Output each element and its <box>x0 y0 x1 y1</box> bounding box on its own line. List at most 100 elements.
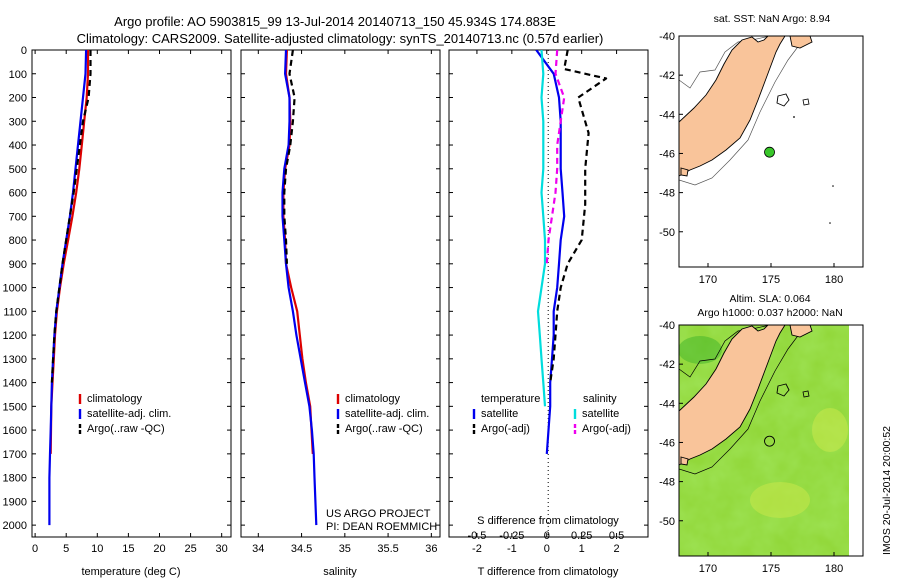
legend-label: climatology <box>87 393 143 405</box>
x-tick-label: 34 <box>252 543 264 555</box>
salinity-legend: climatology satellite-adj. clim. Argo(..ra… <box>336 393 429 435</box>
x-tick-label: 20 <box>153 543 165 555</box>
legend-label: Argo(..raw -QC) <box>87 423 165 435</box>
series-line <box>536 50 547 407</box>
depth-axis: 0 100 200 300 400 500 600 700 800 900 1000 1100 1200… <box>3 45 648 532</box>
y-tick-label: 2000 <box>3 520 27 532</box>
map-y-tick-label: -44 <box>659 109 675 121</box>
sla-high-anomaly <box>750 482 810 518</box>
x-tick-label: 35 <box>339 543 351 555</box>
map-x-tick-label: 175 <box>762 563 780 575</box>
y-tick-label: 1500 <box>3 401 27 413</box>
legend-label: satellite <box>582 408 619 420</box>
s-tick-label: 0.5 <box>609 530 624 542</box>
x-tick-label: 2 <box>614 543 620 555</box>
y-tick-label: 100 <box>9 69 27 81</box>
sla-map-panel: Altim. SLA: 0.064 Argo h1000: 0.037 h200… <box>659 293 864 575</box>
difference-lines <box>535 50 608 454</box>
map-y-tick-label: -50 <box>659 516 675 528</box>
x-tick-label: -2 <box>472 543 482 555</box>
sla-map-title2: Argo h1000: 0.037 h2000: NaN <box>697 307 842 319</box>
y-tick-label: 600 <box>9 188 27 200</box>
header-line2: Climatology: CARS2009. Satellite-adjuste… <box>77 31 604 46</box>
map-x-tick-label: 180 <box>825 563 843 575</box>
x-tick-label: 35.5 <box>377 543 398 555</box>
t-difference-x-axis: -2 -1 0 1 2 <box>472 50 620 555</box>
temperature-xlabel: temperature (deg C) <box>81 566 180 578</box>
sst-map-axes: 170 175 180 -40 -42 -44 -46 -48 -50 <box>659 31 843 286</box>
stewart-island <box>680 456 689 466</box>
series-line <box>50 50 92 383</box>
legend-label: Argo(-adj) <box>481 423 530 435</box>
islands-contour <box>802 390 810 398</box>
project-line2: PI: DEAN ROEMMICH <box>326 521 437 533</box>
y-tick-label: 300 <box>9 116 27 128</box>
s-tick-label: 0.25 <box>571 530 592 542</box>
sst-map-title: sat. SST: NaN Argo: 8.94 <box>714 13 831 25</box>
x-tick-label: 1 <box>579 543 585 555</box>
map-y-tick-label: -40 <box>659 320 675 332</box>
temperature-profile-panel: 0100200300400500600700800900100011001200… <box>3 45 648 578</box>
small-island <box>829 222 831 224</box>
series-line <box>281 50 318 526</box>
s-tick-label: -0.25 <box>499 530 524 542</box>
x-tick-label: 0 <box>32 543 38 555</box>
map-x-tick-label: 175 <box>762 274 780 286</box>
s-tick-label: 0 <box>544 530 550 542</box>
sst-map-panel: sat. SST: NaN Argo: 8.94 170 175 180 -40 -42… <box>659 13 864 286</box>
map-y-tick-label: -48 <box>659 477 675 489</box>
map-x-tick-label: 170 <box>699 563 717 575</box>
y-tick-label: 1700 <box>3 449 27 461</box>
x-tick-label: 10 <box>91 543 103 555</box>
x-tick-label: 34.5 <box>291 543 312 555</box>
x-tick-label: -1 <box>507 543 517 555</box>
legend-label: satellite-adj. clim. <box>87 408 171 420</box>
chatham-rise-contour <box>776 383 790 397</box>
x-tick-label: 30 <box>216 543 228 555</box>
y-tick-label: 1800 <box>3 473 27 485</box>
x-tick-label: 36 <box>425 543 437 555</box>
temperature-legend: climatology satellite-adj. clim. Argo(..ra… <box>78 393 171 435</box>
argo-position-marker <box>764 435 775 447</box>
s-difference-label: S difference from climatology <box>477 515 619 527</box>
argo-position-marker <box>764 146 775 158</box>
map-y-tick-label: -42 <box>659 359 675 371</box>
y-tick-label: 900 <box>9 259 27 271</box>
map-y-tick-label: -42 <box>659 70 675 82</box>
legend-header-temperature: temperature <box>481 393 540 405</box>
sst-map-content <box>679 36 834 224</box>
map-x-tick-label: 170 <box>699 274 717 286</box>
temperature-x-axis: 0 5 10 15 20 25 30 <box>32 50 228 555</box>
chatham-rise-contour <box>776 93 790 107</box>
s-difference-axis: -0.5 -0.25 0 0.25 0.5 <box>467 530 624 542</box>
x-tick-label: 15 <box>122 543 134 555</box>
sla-heatmap <box>679 325 863 556</box>
sla-map-title1: Altim. SLA: 0.064 <box>729 293 810 305</box>
header-line1: Argo profile: AO 5903815_99 13-Jul-2014 … <box>114 14 556 29</box>
legend-label: satellite <box>481 408 518 420</box>
legend-label: satellite-adj. clim. <box>345 408 429 420</box>
salinity-lines <box>281 50 318 526</box>
s-tick-label: -0.5 <box>467 530 486 542</box>
y-tick-label: 1300 <box>3 354 27 366</box>
y-tick-label: 1600 <box>3 425 27 437</box>
map-y-tick-label: -40 <box>659 31 675 43</box>
salinity-x-axis: 34 34.5 35 35.5 36 <box>252 50 437 555</box>
salinity-profile-panel: 34 34.5 35 35.5 36 climatology satellite-adj.… <box>240 49 441 578</box>
y-tick-label: 400 <box>9 140 27 152</box>
series-line <box>549 50 608 383</box>
salinity-axes-frame <box>240 49 441 538</box>
new-zealand-south-island <box>679 325 786 466</box>
y-tick-label: 800 <box>9 235 27 247</box>
small-island <box>832 185 834 187</box>
sla-map-axes: 170 175 180 -40 -42 -44 -46 -48 -50 <box>659 320 843 575</box>
x-tick-label: 5 <box>63 543 69 555</box>
series-line <box>545 50 566 264</box>
legend-label: Argo(..raw -QC) <box>345 423 423 435</box>
timestamp-label: IMOS 20-Jul-2014 20:00:52 <box>881 426 893 555</box>
project-line1: US ARGO PROJECT <box>326 508 431 520</box>
x-tick-label: 0 <box>544 543 550 555</box>
stewart-island <box>680 167 689 177</box>
y-tick-label: 1000 <box>3 283 27 295</box>
